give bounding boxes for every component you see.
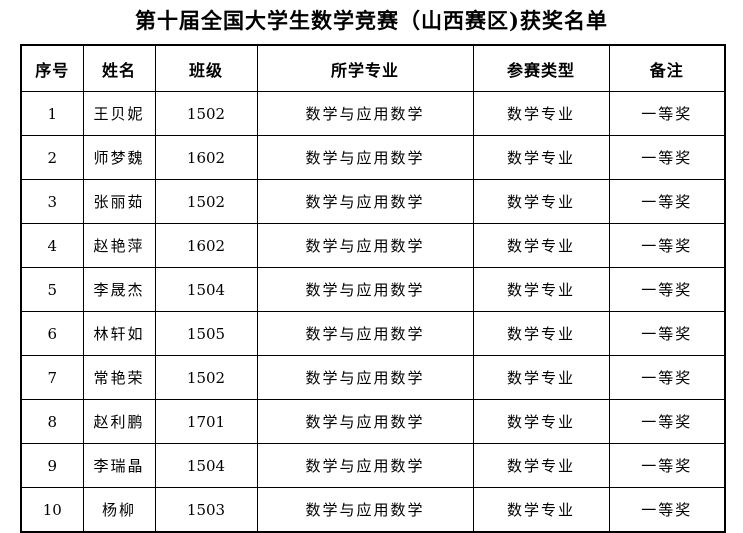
table-row: 10 杨柳 1503 数学与应用数学 数学专业 一等奖 (20, 487, 726, 533)
cell-class: 1701 (154, 399, 258, 444)
cell-name: 李晟杰 (82, 267, 156, 312)
table-row: 1 王贝妮 1502 数学与应用数学 数学专业 一等奖 (20, 91, 726, 136)
cell-type: 数学专业 (472, 443, 610, 488)
cell-index: 3 (20, 179, 84, 224)
table-row: 2 师梦魏 1602 数学与应用数学 数学专业 一等奖 (20, 135, 726, 180)
cell-class: 1602 (154, 135, 258, 180)
cell-remark: 一等奖 (608, 135, 726, 180)
cell-type: 数学专业 (472, 267, 610, 312)
table-row: 4 赵艳萍 1602 数学与应用数学 数学专业 一等奖 (20, 223, 726, 268)
table-row: 3 张丽茹 1502 数学与应用数学 数学专业 一等奖 (20, 179, 726, 224)
cell-name: 林轩如 (82, 311, 156, 356)
cell-class: 1503 (154, 487, 258, 533)
cell-name: 常艳荣 (82, 355, 156, 400)
column-header-major: 所学专业 (256, 44, 474, 92)
cell-class: 1502 (154, 91, 258, 136)
cell-major: 数学与应用数学 (256, 311, 474, 356)
cell-type: 数学专业 (472, 355, 610, 400)
cell-remark: 一等奖 (608, 399, 726, 444)
column-header-class: 班级 (154, 44, 258, 92)
table-row: 5 李晟杰 1504 数学与应用数学 数学专业 一等奖 (20, 267, 726, 312)
award-table: 序号 姓名 班级 所学专业 参赛类型 备注 1 王贝妮 1502 数学与应用数学… (20, 44, 726, 533)
cell-name: 李瑞晶 (82, 443, 156, 488)
cell-type: 数学专业 (472, 399, 610, 444)
table-row: 8 赵利鹏 1701 数学与应用数学 数学专业 一等奖 (20, 399, 726, 444)
cell-index: 2 (20, 135, 84, 180)
cell-name: 师梦魏 (82, 135, 156, 180)
cell-index: 8 (20, 399, 84, 444)
cell-class: 1505 (154, 311, 258, 356)
cell-index: 10 (20, 487, 84, 533)
table-header-row: 序号 姓名 班级 所学专业 参赛类型 备注 (20, 44, 726, 92)
document-page: 第十届全国大学生数学竞赛（山西赛区)获奖名单 序号 姓名 班级 所学专业 参赛类… (20, 8, 726, 533)
cell-type: 数学专业 (472, 179, 610, 224)
cell-major: 数学与应用数学 (256, 223, 474, 268)
cell-remark: 一等奖 (608, 311, 726, 356)
cell-name: 张丽茹 (82, 179, 156, 224)
cell-remark: 一等奖 (608, 223, 726, 268)
cell-major: 数学与应用数学 (256, 267, 474, 312)
table-row: 7 常艳荣 1502 数学与应用数学 数学专业 一等奖 (20, 355, 726, 400)
cell-remark: 一等奖 (608, 487, 726, 533)
cell-index: 1 (20, 91, 84, 136)
column-header-type: 参赛类型 (472, 44, 610, 92)
column-header-name: 姓名 (82, 44, 156, 92)
cell-name: 赵艳萍 (82, 223, 156, 268)
cell-name: 赵利鹏 (82, 399, 156, 444)
cell-class: 1504 (154, 267, 258, 312)
cell-type: 数学专业 (472, 311, 610, 356)
cell-class: 1502 (154, 355, 258, 400)
cell-remark: 一等奖 (608, 355, 726, 400)
cell-remark: 一等奖 (608, 267, 726, 312)
cell-major: 数学与应用数学 (256, 355, 474, 400)
cell-remark: 一等奖 (608, 179, 726, 224)
award-table-container: 序号 姓名 班级 所学专业 参赛类型 备注 1 王贝妮 1502 数学与应用数学… (20, 44, 726, 533)
cell-class: 1504 (154, 443, 258, 488)
cell-class: 1502 (154, 179, 258, 224)
cell-type: 数学专业 (472, 135, 610, 180)
cell-major: 数学与应用数学 (256, 399, 474, 444)
cell-major: 数学与应用数学 (256, 135, 474, 180)
cell-index: 6 (20, 311, 84, 356)
cell-type: 数学专业 (472, 487, 610, 533)
cell-name: 王贝妮 (82, 91, 156, 136)
page-title: 第十届全国大学生数学竞赛（山西赛区)获奖名单 (135, 8, 608, 33)
cell-type: 数学专业 (472, 223, 610, 268)
cell-major: 数学与应用数学 (256, 487, 474, 533)
cell-index: 5 (20, 267, 84, 312)
table-body: 1 王贝妮 1502 数学与应用数学 数学专业 一等奖 2 师梦魏 1602 数… (20, 91, 726, 533)
table-header: 序号 姓名 班级 所学专业 参赛类型 备注 (20, 44, 726, 92)
cell-remark: 一等奖 (608, 443, 726, 488)
cell-type: 数学专业 (472, 91, 610, 136)
table-row: 6 林轩如 1505 数学与应用数学 数学专业 一等奖 (20, 311, 726, 356)
cell-index: 9 (20, 443, 84, 488)
cell-major: 数学与应用数学 (256, 179, 474, 224)
cell-major: 数学与应用数学 (256, 91, 474, 136)
cell-index: 4 (20, 223, 84, 268)
cell-remark: 一等奖 (608, 91, 726, 136)
cell-index: 7 (20, 355, 84, 400)
cell-class: 1602 (154, 223, 258, 268)
column-header-remark: 备注 (608, 44, 726, 92)
table-row: 9 李瑞晶 1504 数学与应用数学 数学专业 一等奖 (20, 443, 726, 488)
cell-name: 杨柳 (82, 487, 156, 533)
column-header-index: 序号 (20, 44, 84, 92)
cell-major: 数学与应用数学 (256, 443, 474, 488)
